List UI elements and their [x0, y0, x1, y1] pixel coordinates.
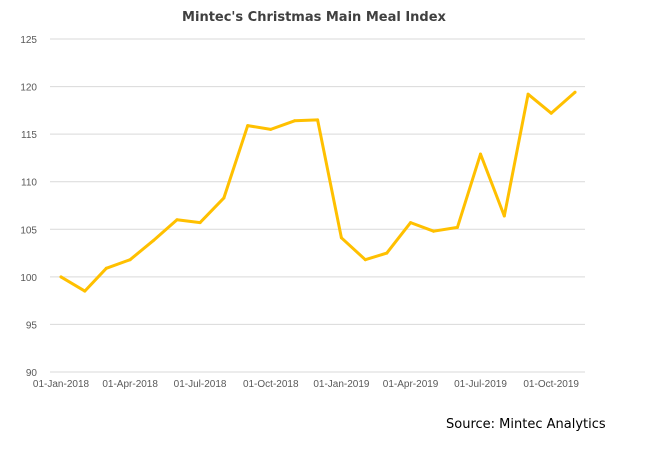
data-point: [246, 124, 250, 128]
x-tick-label: 01-Apr-2018: [102, 379, 158, 390]
x-tick-label: 01-Jan-2018: [33, 379, 90, 390]
data-point: [409, 221, 413, 225]
gridlines: [50, 38, 585, 373]
x-tick-label: 01-Apr-2019: [383, 379, 439, 390]
y-tick-label: 95: [26, 320, 38, 331]
data-point: [198, 221, 202, 225]
y-tick-label: 100: [20, 273, 37, 284]
data-point: [573, 90, 577, 94]
series-line: [59, 90, 577, 293]
source-note: Source: Mintec Analytics: [446, 417, 606, 432]
y-tick-label: 110: [21, 178, 37, 189]
data-point: [455, 225, 459, 229]
x-tick-label: 01-Jul-2018: [174, 379, 227, 390]
x-tick-label: 01-Jul-2019: [454, 379, 507, 390]
data-point: [432, 229, 436, 233]
data-point: [363, 258, 367, 262]
x-tick-label: 01-Oct-2019: [523, 379, 579, 390]
x-tick-label: 01-Jan-2019: [313, 379, 370, 390]
data-point: [104, 266, 108, 270]
data-point: [59, 275, 63, 279]
x-axis-tick-labels: 01-Jan-2018 01-Apr-2018 01-Jul-2018 01-Oct-…: [33, 379, 579, 390]
y-tick-label: 125: [20, 35, 37, 46]
y-tick-label: 115: [21, 130, 37, 141]
data-point: [526, 92, 530, 96]
data-point: [385, 251, 389, 255]
y-tick-label: 90: [26, 368, 38, 379]
data-point: [502, 214, 506, 218]
y-tick-label: 120: [20, 83, 37, 94]
y-axis-tick-labels: 90 95 100 105 110 115 120 125: [20, 35, 37, 379]
data-point: [83, 289, 87, 293]
data-point: [293, 119, 297, 123]
data-point: [175, 218, 179, 222]
data-point: [316, 118, 320, 122]
data-point: [128, 258, 132, 262]
y-tick-label: 105: [20, 225, 37, 236]
data-point: [479, 152, 482, 156]
data-point: [339, 236, 343, 240]
data-point: [269, 127, 273, 131]
chart-title: Mintec's Christmas Main Meal Index: [182, 10, 446, 25]
data-point: [151, 239, 155, 243]
data-point: [222, 196, 226, 200]
data-point: [549, 111, 553, 115]
series-layer: [59, 90, 577, 293]
x-tick-label: 01-Oct-2018: [243, 379, 299, 390]
